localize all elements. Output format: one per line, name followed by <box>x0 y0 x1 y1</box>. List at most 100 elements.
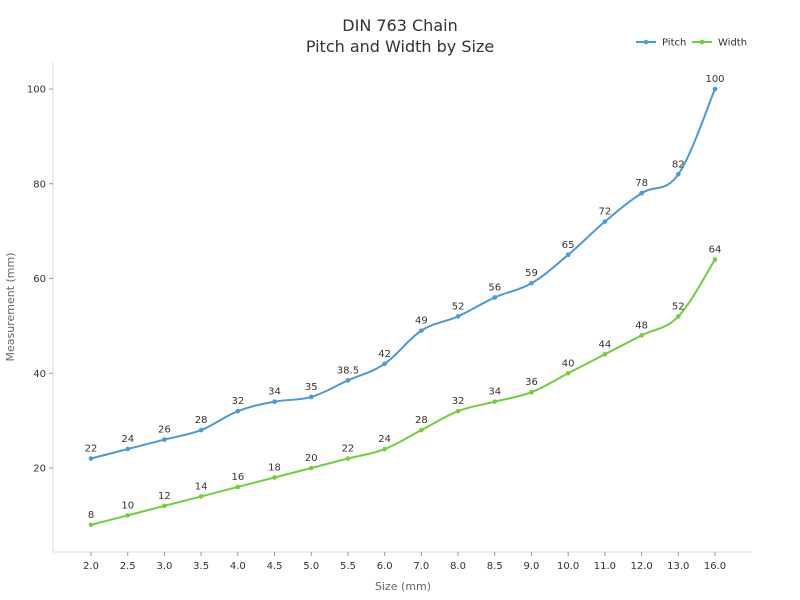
data-point[interactable] <box>382 361 387 367</box>
series-width: 8 10 12 14 16 18 20 22 24 28 32 34 36 40 44 48 52 64 <box>88 245 722 528</box>
data-label: 59 <box>525 268 538 279</box>
x-tick-label: 3.5 <box>193 561 209 572</box>
x-tick-label: 8.0 <box>450 561 466 572</box>
data-label: 65 <box>562 240 575 251</box>
data-label: 48 <box>635 320 648 331</box>
y-tick-label: 40 <box>33 369 46 380</box>
data-label: 72 <box>599 207 612 218</box>
data-point[interactable] <box>419 427 424 433</box>
data-point[interactable] <box>345 456 351 461</box>
y-tick-label: 60 <box>33 274 46 285</box>
x-tick-label: 5.0 <box>303 561 319 572</box>
x-tick-label: 16.0 <box>704 561 726 572</box>
data-label: 24 <box>378 434 391 445</box>
data-point[interactable] <box>602 352 608 357</box>
data-label: 8 <box>88 510 94 521</box>
data-label: 64 <box>709 245 722 256</box>
data-point[interactable] <box>125 446 131 452</box>
data-label: 16 <box>231 472 244 483</box>
data-point[interactable] <box>308 394 314 400</box>
data-point[interactable] <box>565 252 571 258</box>
series-layer: 22 24 26 28 32 34 35 38.5 42 49 52 56 59 65 72 78 82 100 8… <box>85 74 725 528</box>
x-tick-label: 2.0 <box>83 561 99 572</box>
data-label: 32 <box>452 396 465 407</box>
data-label: 24 <box>121 434 134 445</box>
data-point[interactable] <box>492 295 498 300</box>
y-tick-label: 100 <box>27 85 46 96</box>
data-label: 26 <box>158 425 171 436</box>
legend-item-width[interactable]: Width <box>692 38 747 49</box>
data-point[interactable] <box>455 314 461 319</box>
data-label: 22 <box>85 444 98 455</box>
x-tick-label: 2.5 <box>120 561 136 572</box>
data-point[interactable] <box>419 328 424 333</box>
legend-marker-icon <box>643 39 649 45</box>
data-label: 20 <box>305 453 318 464</box>
data-point[interactable] <box>675 171 681 177</box>
data-point[interactable] <box>675 314 681 319</box>
data-point[interactable] <box>272 475 277 480</box>
chart-subtitle: Pitch and Width by Size <box>306 37 494 56</box>
series-pitch: 22 24 26 28 32 34 35 38.5 42 49 52 56 59 65 72 78 82 100 <box>85 74 725 461</box>
data-label: 82 <box>672 159 685 170</box>
data-point[interactable] <box>565 370 571 376</box>
data-point[interactable] <box>272 399 277 404</box>
x-tick-label: 3.0 <box>156 561 172 572</box>
x-tick-label: 4.5 <box>267 561 283 572</box>
data-point[interactable] <box>162 437 167 442</box>
data-point[interactable] <box>162 503 167 509</box>
data-point[interactable] <box>235 484 241 490</box>
legend-item-pitch[interactable]: Pitch <box>636 38 686 49</box>
data-label: 100 <box>705 74 724 85</box>
data-point[interactable] <box>602 219 608 224</box>
x-tick-label: 13.0 <box>667 561 689 572</box>
x-tick-label: 4.0 <box>230 561 246 572</box>
data-point[interactable] <box>712 257 718 262</box>
legend-label: Width <box>718 38 747 49</box>
data-label: 42 <box>378 349 391 360</box>
data-point[interactable] <box>345 378 351 383</box>
data-point[interactable] <box>308 465 314 471</box>
x-tick-label: 9.0 <box>524 561 540 572</box>
data-label: 78 <box>635 178 648 189</box>
data-label: 28 <box>415 415 428 426</box>
data-point[interactable] <box>529 280 534 286</box>
data-label: 52 <box>672 301 685 312</box>
data-point[interactable] <box>125 513 131 518</box>
data-label: 49 <box>415 316 428 327</box>
data-point[interactable] <box>712 86 718 92</box>
data-label: 44 <box>599 339 612 350</box>
legend-label: Pitch <box>662 38 686 49</box>
data-point[interactable] <box>455 408 461 414</box>
x-tick-label: 10.0 <box>557 561 579 572</box>
x-tick-label: 8.5 <box>487 561 503 572</box>
data-point[interactable] <box>639 190 644 196</box>
x-tick-label: 5.5 <box>340 561 356 572</box>
data-point[interactable] <box>88 522 94 528</box>
data-label: 18 <box>268 462 281 473</box>
data-point[interactable] <box>492 399 498 404</box>
data-point[interactable] <box>88 456 94 461</box>
x-tick-label: 6.0 <box>377 561 393 572</box>
data-point[interactable] <box>235 408 241 414</box>
data-label: 28 <box>195 415 208 426</box>
data-label: 38.5 <box>337 365 359 376</box>
data-label: 52 <box>452 301 465 312</box>
chart-title: DIN 763 Chain <box>342 16 457 35</box>
data-label: 10 <box>121 500 134 511</box>
x-tick-label: 12.0 <box>630 561 652 572</box>
y-axis-title: Measurement (mm) <box>4 252 17 361</box>
data-label: 34 <box>488 387 501 398</box>
data-label: 34 <box>268 387 281 398</box>
data-label: 56 <box>488 282 501 293</box>
data-point[interactable] <box>382 446 387 452</box>
series-line <box>90 88 716 460</box>
data-point[interactable] <box>639 333 644 338</box>
data-point[interactable] <box>198 427 204 433</box>
axes <box>52 62 752 553</box>
data-point[interactable] <box>529 389 534 395</box>
data-point[interactable] <box>198 494 204 499</box>
legend[interactable]: Pitch Width <box>636 38 747 49</box>
data-label: 40 <box>562 358 575 369</box>
